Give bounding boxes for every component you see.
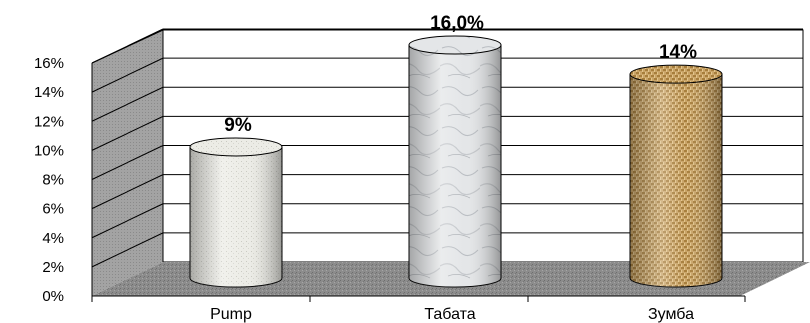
- bars: 9% 16,0% 14%: [189, 13, 723, 288]
- data-label: 9%: [224, 115, 252, 136]
- bar-top: [408, 35, 502, 55]
- x-axis-categories: Pump Табата Зумба: [91, 296, 746, 323]
- bar-top: [629, 64, 723, 84]
- bar-shading: [409, 45, 501, 287]
- bar-shading: [190, 146, 282, 287]
- bar-зумба: [629, 64, 723, 288]
- y-tick-label: 2%: [42, 259, 64, 276]
- y-tick-label: 16%: [34, 55, 64, 72]
- bar-top: [189, 137, 283, 157]
- bar-табата: [408, 35, 502, 288]
- data-label: 16,0%: [430, 13, 484, 34]
- bar-pump: [189, 137, 283, 288]
- y-tick-label: 14%: [34, 84, 64, 101]
- y-tick-label: 8%: [42, 172, 64, 189]
- y-tick-label: 0%: [42, 288, 64, 305]
- data-label: 14%: [659, 42, 697, 63]
- y-tick-label: 6%: [42, 201, 64, 218]
- x-category-label: Pump: [210, 306, 252, 323]
- y-tick-label: 10%: [34, 142, 64, 159]
- y-tick-label: 4%: [42, 230, 64, 247]
- x-category-label: Табата: [424, 306, 475, 323]
- bar-shading: [630, 74, 722, 287]
- y-tick-label: 12%: [34, 113, 64, 130]
- x-category-label: Зумба: [648, 306, 694, 323]
- y-axis-ticks: 0% 2% 4% 6% 8% 10% 12% 14% 16%: [34, 55, 64, 305]
